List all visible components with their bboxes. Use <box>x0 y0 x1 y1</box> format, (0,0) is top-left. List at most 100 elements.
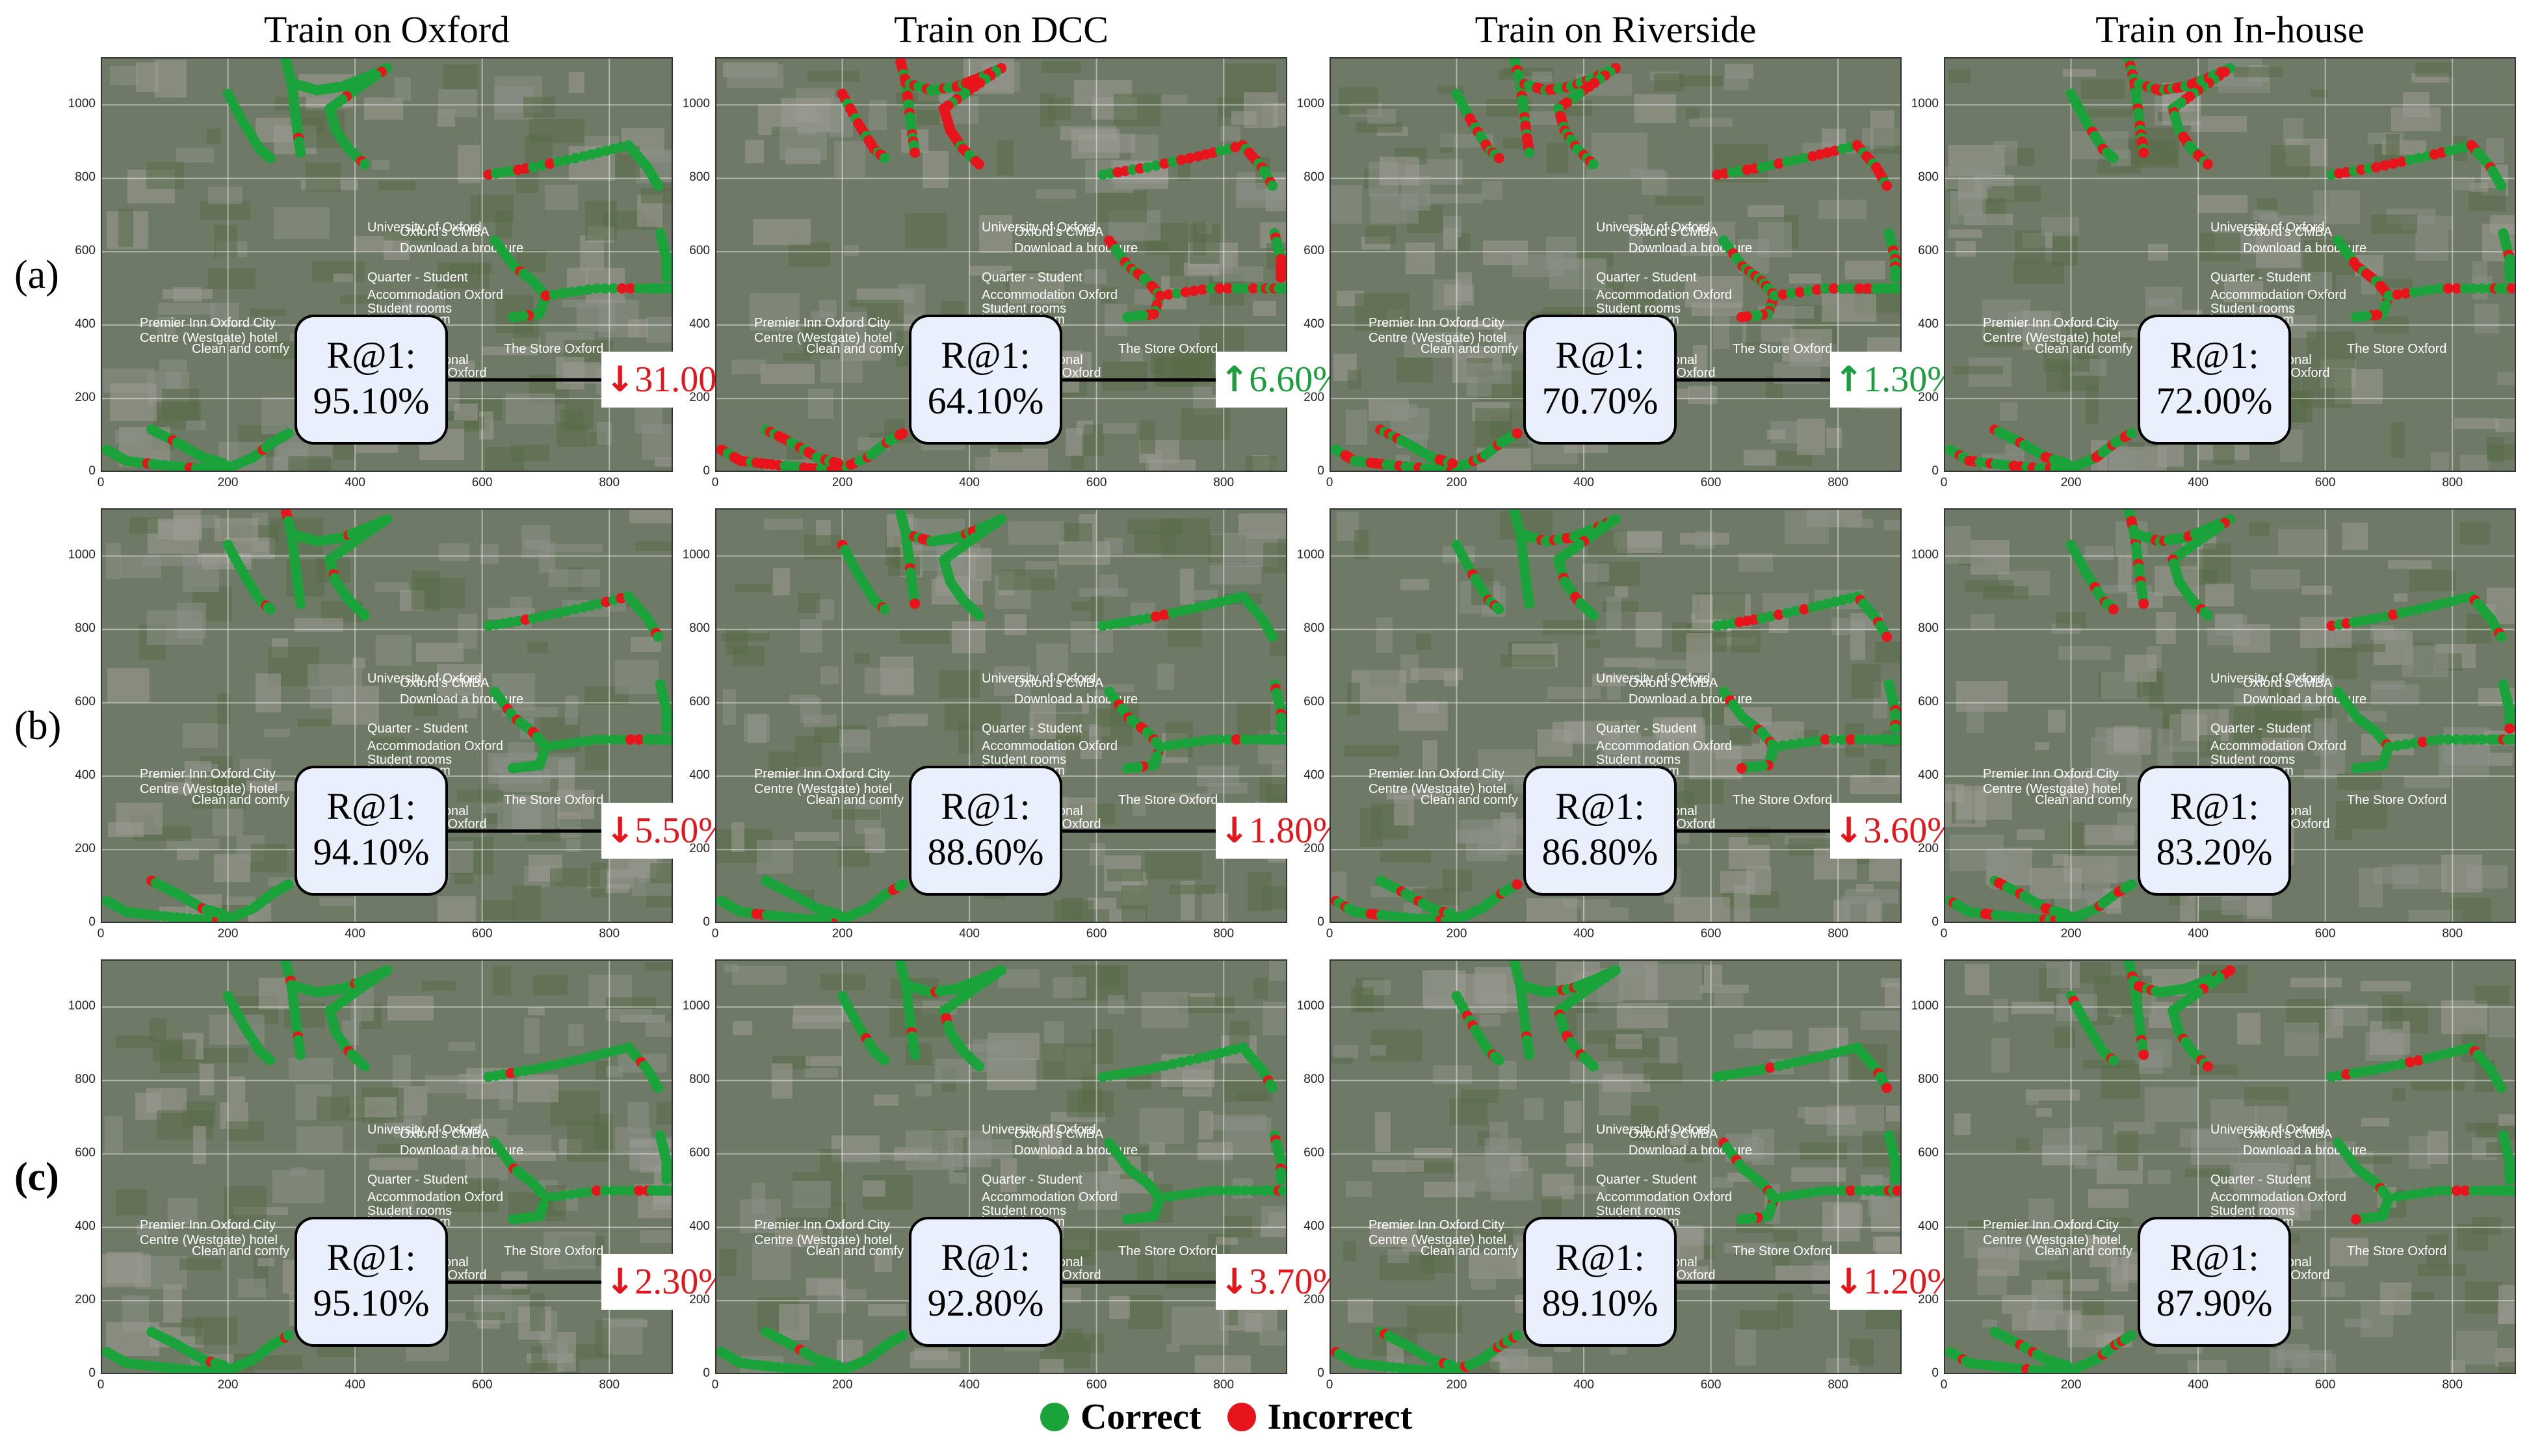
map-label: Oxford's CMBA <box>1014 225 1104 239</box>
recall-label: R@1: <box>2169 334 2259 376</box>
delta-value: 5.50% <box>635 811 729 851</box>
map-label: Clean and comfy <box>806 342 904 356</box>
correct-point <box>283 428 294 439</box>
correct-point <box>2417 1188 2428 1199</box>
correct-point <box>1811 1186 1822 1197</box>
arrow-up-icon: ↑ <box>1834 359 1864 400</box>
recall-box: R@1: 95.10% <box>295 1217 448 1347</box>
map-label: Quarter - Student <box>2210 722 2311 736</box>
correct-point <box>265 604 276 615</box>
correct-point <box>1773 1060 1784 1071</box>
correct-point <box>218 1360 229 1371</box>
incorrect-point <box>1150 611 1161 622</box>
map-label: Oxford's CMBA <box>2243 225 2333 239</box>
y-tick-label: 1000 <box>68 548 96 562</box>
correct-point <box>1278 283 1287 294</box>
incorrect-point <box>2138 147 2149 158</box>
correct-point <box>2202 610 2213 621</box>
correct-point <box>1588 1061 1599 1072</box>
map-label: Premier Inn Oxford City <box>754 767 890 781</box>
correct-point <box>1180 1189 1191 1200</box>
correct-point <box>599 283 610 294</box>
incorrect-point <box>1820 734 1831 745</box>
map-label: Accommodation Oxford <box>982 1190 1118 1204</box>
incorrect-point <box>1881 180 1893 191</box>
y-tick-label: 1000 <box>1296 97 1324 111</box>
correct-point <box>879 604 890 615</box>
map-label: Premier Inn Oxford City <box>140 316 276 330</box>
map-label: Accommodation Oxford <box>367 288 503 302</box>
y-tick-label: 200 <box>1304 1293 1324 1307</box>
correct-point <box>2468 283 2479 294</box>
incorrect-point <box>2202 1061 2213 1072</box>
map-label: Centre (Westgate) hotel <box>1369 1233 1506 1247</box>
map-label: Oxford's CMBA <box>1014 676 1104 690</box>
incorrect-point <box>1736 311 1747 322</box>
correct-legend-dot <box>1040 1403 1069 1431</box>
y-tick-label: 400 <box>689 317 710 332</box>
delta-value: 1.80% <box>1249 811 1343 851</box>
incorrect-point <box>633 734 644 745</box>
correct-point <box>1121 311 1133 322</box>
recall-box: R@1: 92.80% <box>909 1217 1062 1347</box>
legend-correct-label: Correct <box>1081 1397 1201 1437</box>
incorrect-point <box>2350 1214 2361 1225</box>
map-label: Oxford's CMBA <box>2243 676 2333 690</box>
incorrect-point <box>1736 762 1747 774</box>
correct-point <box>2400 739 2411 750</box>
correct-point <box>663 283 673 294</box>
correct-point <box>1493 1055 1504 1066</box>
recall-label: R@1: <box>326 1236 416 1279</box>
y-tick-label: 600 <box>689 1146 710 1160</box>
correct-point <box>633 283 644 294</box>
correct-point <box>566 1189 577 1200</box>
correct-point <box>663 734 673 745</box>
correct-point <box>1180 738 1191 749</box>
legend: Correct Incorrect <box>1014 1391 1412 1443</box>
y-tick-label: 1000 <box>1296 999 1324 1013</box>
correct-point <box>2434 734 2445 745</box>
y-tick-label: 400 <box>1918 317 1939 332</box>
recall-value: 94.10% <box>313 831 430 873</box>
correct-point <box>1185 1055 1196 1066</box>
incorrect-point <box>1180 287 1191 298</box>
map-label: The Store Oxford <box>504 793 603 807</box>
column-title-4: Train on In-house <box>2095 8 2365 51</box>
correct-point <box>2108 153 2119 164</box>
map-label: The Store Oxford <box>1733 1244 1832 1258</box>
correct-point <box>1892 283 1902 294</box>
correct-point <box>283 879 294 890</box>
map-label: University of Oxford <box>1596 220 1710 235</box>
map-label: Student rooms <box>982 302 1066 316</box>
correct-point <box>566 287 577 298</box>
x-tick-label: 600 <box>1700 1378 1722 1392</box>
recall-label: R@1: <box>1555 785 1645 827</box>
map-label: Premier Inn Oxford City <box>1983 767 2119 781</box>
correct-point <box>2350 311 2361 322</box>
map-label: Quarter - Student <box>982 1173 1082 1187</box>
correct-point <box>1248 1185 1259 1196</box>
recall-box: R@1: 87.90% <box>2138 1217 2291 1347</box>
correct-point <box>1782 607 1792 618</box>
incorrect-point <box>1773 158 1784 169</box>
correct-point <box>2396 1058 2407 1069</box>
correct-point <box>1890 1174 1901 1185</box>
x-tick-label: 600 <box>471 1378 493 1392</box>
correct-point <box>566 738 577 749</box>
correct-point <box>1163 740 1174 751</box>
correct-point <box>1588 159 1599 170</box>
correct-point <box>1854 1185 1865 1196</box>
y-tick-label: 0 <box>1317 915 1324 929</box>
correct-point <box>1803 1188 1814 1199</box>
correct-point <box>897 879 908 890</box>
map-label: Oxford's CMBA <box>1629 225 1718 239</box>
incorrect-point <box>2400 288 2411 299</box>
incorrect-point <box>2138 1049 2149 1060</box>
correct-point <box>1188 736 1199 748</box>
y-tick-label: 200 <box>75 391 96 405</box>
y-tick-label: 0 <box>703 915 710 929</box>
map-label: Student rooms <box>367 302 452 316</box>
correct-point <box>2506 734 2516 745</box>
map-label: Premier Inn Oxford City <box>1369 1218 1504 1232</box>
map-panel: The Store Oxford University of Oxford Oxfo… <box>101 57 673 472</box>
